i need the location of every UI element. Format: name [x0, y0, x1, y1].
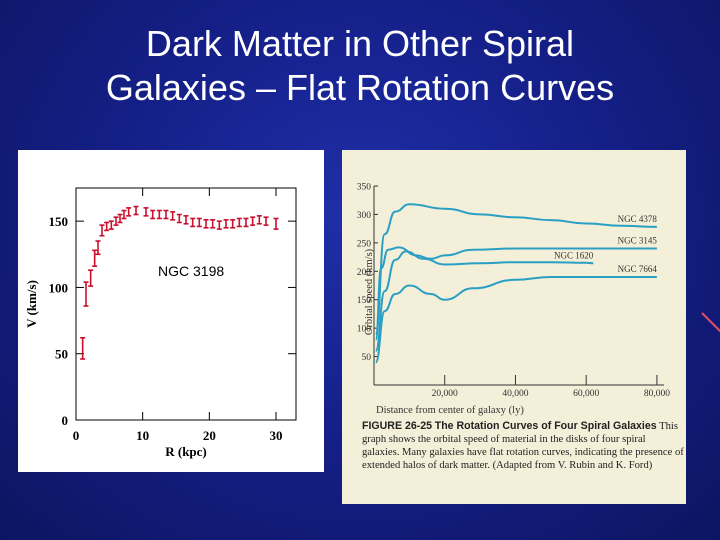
right-x-tick-label: 80,000: [644, 389, 670, 399]
galaxy-annotation: NGC 3198: [158, 263, 224, 279]
data-point: [196, 217, 202, 228]
data-point: [83, 281, 89, 307]
data-point: [92, 249, 98, 268]
right-y-tick-label: 100: [357, 325, 372, 335]
data-point: [250, 216, 256, 226]
right-y-tick-label: 150: [357, 296, 372, 306]
data-point: [156, 209, 162, 220]
data-point: [203, 219, 209, 229]
left-plot-frame: [75, 187, 297, 421]
right-x-axis-label: Distance from center of galaxy (ly): [376, 405, 524, 416]
rotation-curve: [374, 203, 657, 335]
right-y-tick-label: 300: [357, 211, 372, 221]
left-x-tick-label: 10: [136, 428, 149, 443]
left-y-tick-label: 150: [49, 214, 69, 229]
data-point: [190, 217, 196, 228]
left-y-tick-label: 100: [49, 280, 69, 295]
right-y-tick-label: 200: [357, 268, 372, 278]
data-point: [256, 215, 262, 225]
left-y-tick-label: 0: [62, 413, 69, 428]
rotation-curve: [374, 250, 594, 352]
data-point: [104, 221, 110, 232]
data-point: [263, 216, 269, 226]
figure-caption-heading: The Rotation Curves of Four Spiral Galax…: [434, 420, 657, 432]
data-point: [230, 219, 236, 229]
left-y-axis-label: V (km/s): [24, 280, 39, 328]
left-x-tick-label: 20: [203, 428, 216, 443]
left-y-tick-label: 50: [55, 347, 68, 362]
data-point: [80, 337, 86, 360]
right-chart-background: [342, 150, 686, 504]
data-point: [143, 207, 149, 217]
data-point: [88, 269, 94, 287]
series-label: NGC 7664: [618, 264, 658, 274]
left-chart-background: [18, 150, 324, 472]
data-point: [183, 215, 189, 225]
slide-title-line-2: Galaxies – Flat Rotation Curves: [105, 67, 615, 108]
data-point: [170, 211, 176, 221]
data-point: [216, 220, 222, 230]
data-point: [117, 213, 123, 224]
data-point: [113, 216, 119, 226]
data-point: [273, 217, 279, 230]
figure-caption-text: This graph shows the orbital speed of ma…: [362, 421, 684, 471]
data-point: [243, 217, 249, 228]
left-x-tick-label: 0: [73, 428, 80, 443]
right-y-tick-label: 350: [357, 183, 372, 193]
series-label: NGC 1620: [554, 250, 594, 260]
right-x-tick-label: 60,000: [573, 389, 599, 399]
data-point: [133, 205, 139, 216]
rotation-curve: [374, 276, 657, 364]
figure-caption-label: FIGURE 26-25: [362, 420, 433, 432]
right-y-tick-label: 250: [357, 239, 372, 249]
figure-caption: FIGURE 26-25 The Rotation Curves of Four…: [362, 420, 684, 472]
data-point: [99, 224, 105, 237]
left-x-tick-label: 30: [270, 428, 283, 443]
ngc3198-rotation-chart: 0 10 20 30 0 50 100 150 NGC 3198 R (kpc) V (km/…: [18, 150, 324, 472]
slide-title: Dark Matter in Other Spiral Galaxies – F…: [0, 22, 720, 110]
data-point: [210, 219, 216, 229]
data-point: [126, 207, 132, 217]
right-x-tick-label: 20,000: [432, 389, 458, 399]
slide-title-line-1: Dark Matter in Other Spiral: [145, 23, 575, 64]
data-point: [176, 213, 182, 224]
data-point: [121, 209, 127, 220]
data-point: [150, 209, 156, 220]
data-point: [236, 217, 242, 228]
data-point: [223, 219, 229, 229]
left-x-axis-label: R (kpc): [165, 444, 207, 459]
right-x-tick-label: 40,000: [502, 389, 528, 399]
four-galaxies-rotation-chart: 50 100 150 200 250 300 350 20,000 40,000 60,000 80…: [342, 150, 686, 504]
series-label: NGC 4378: [618, 214, 658, 224]
right-y-axis-label: Orbital speed (km/s): [364, 248, 375, 335]
data-point: [163, 209, 169, 220]
right-y-tick-label: 50: [362, 353, 372, 363]
data-point: [108, 220, 114, 230]
rotation-curve: [374, 246, 657, 341]
data-point: [95, 240, 101, 256]
decorative-accent-line: [701, 312, 720, 333]
series-label: NGC 3145: [618, 236, 658, 246]
